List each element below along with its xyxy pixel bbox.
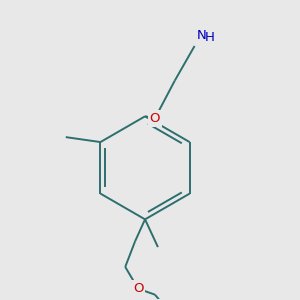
- Text: O: O: [133, 282, 143, 295]
- Text: O: O: [150, 112, 160, 125]
- Text: H: H: [205, 31, 214, 44]
- Text: N: N: [196, 29, 206, 42]
